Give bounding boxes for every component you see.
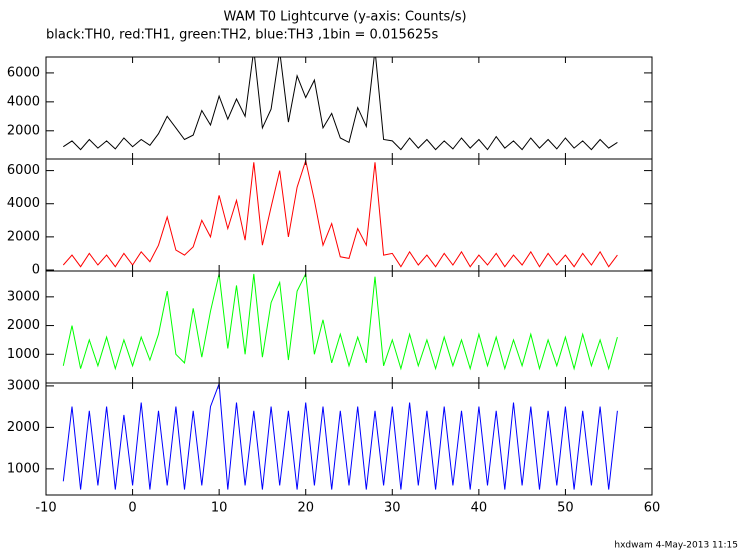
y-tick-label: 4000 [7,94,40,109]
y-tick-label: 3000 [7,289,40,304]
x-tick-label: 60 [644,501,661,516]
panel-frame [45,382,653,496]
chart-title: WAM T0 Lightcurve (y-axis: Counts/s) [223,10,466,25]
x-tick-label: 30 [384,501,401,516]
y-tick-label: 6000 [7,65,40,80]
x-tick-label: 40 [471,501,488,516]
y-tick-label: 1000 [7,461,40,476]
y-tick-label: 2000 [7,420,40,435]
x-tick-label: 10 [211,501,228,516]
lightcurve [62,159,618,268]
y-tick-label: 1000 [7,347,40,362]
y-tick-label: 6000 [7,163,40,178]
y-tick-label: 0 [32,263,40,278]
y-tick-label: 4000 [7,196,40,211]
y-tick-label: 2000 [7,123,40,138]
y-tick-label: 2000 [7,318,40,333]
x-tick-label: 20 [297,501,314,516]
x-tick-label: -10 [35,501,56,516]
lightcurve [63,57,618,151]
lightcurve [62,272,618,371]
x-tick-label: 0 [128,501,136,516]
footer: hxdwam 4-May-2013 11:15 [614,541,738,551]
lightcurve [62,383,618,490]
y-tick-label: 2000 [7,229,40,244]
x-tick-label: 50 [557,501,574,516]
panel-frame [45,158,653,272]
chart-subtitle: black:TH0, red:TH1, green:TH2, blue:TH3 … [46,28,439,43]
y-tick-label: 3000 [7,378,40,393]
